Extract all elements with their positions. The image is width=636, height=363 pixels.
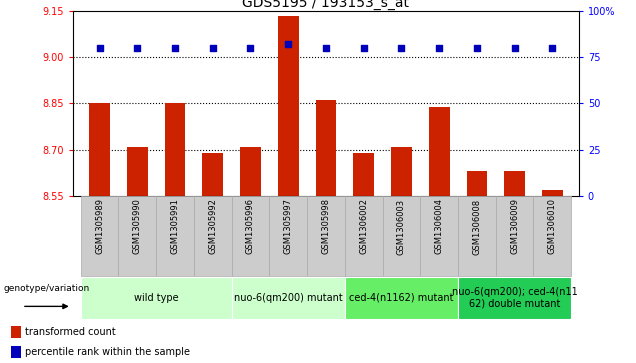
Bar	[232, 196, 270, 276]
Point	[170, 45, 180, 51]
Title: GDS5195 / 193153_s_at: GDS5195 / 193153_s_at	[242, 0, 410, 10]
Text: GSM1305991: GSM1305991	[170, 199, 179, 254]
Text: genotype/variation: genotype/variation	[4, 284, 90, 293]
Bar	[165, 103, 186, 196]
Point	[321, 45, 331, 51]
Bar	[466, 171, 487, 196]
Point	[208, 45, 218, 51]
Bar	[345, 277, 458, 319]
Bar	[391, 147, 411, 196]
Point	[472, 45, 482, 51]
Bar	[315, 101, 336, 196]
Bar	[458, 196, 495, 276]
Text: percentile rank within the sample: percentile rank within the sample	[25, 347, 190, 357]
Point	[359, 45, 369, 51]
Bar	[232, 277, 345, 319]
Point	[132, 45, 142, 51]
Point	[95, 45, 105, 51]
Bar	[202, 153, 223, 196]
Bar	[89, 103, 110, 196]
Bar	[429, 107, 450, 196]
Bar	[240, 147, 261, 196]
Text: transformed count: transformed count	[25, 327, 116, 337]
Bar	[458, 277, 571, 319]
Bar	[81, 196, 118, 276]
Text: wild type: wild type	[134, 293, 179, 303]
Text: GSM1305996: GSM1305996	[246, 199, 255, 254]
Point	[396, 45, 406, 51]
Text: ced-4(n1162) mutant: ced-4(n1162) mutant	[349, 293, 453, 303]
Point	[283, 41, 293, 47]
Bar	[307, 196, 345, 276]
Bar	[382, 196, 420, 276]
Bar	[11, 326, 21, 338]
Bar	[534, 196, 571, 276]
Bar	[127, 147, 148, 196]
Text: GSM1306003: GSM1306003	[397, 199, 406, 254]
Text: GSM1305989: GSM1305989	[95, 199, 104, 254]
Bar	[11, 346, 21, 358]
Text: GSM1306010: GSM1306010	[548, 199, 557, 254]
Bar	[495, 196, 534, 276]
Text: GSM1306008: GSM1306008	[473, 199, 481, 254]
Bar	[278, 16, 298, 196]
Point	[547, 45, 557, 51]
Text: GSM1305998: GSM1305998	[321, 199, 331, 254]
Text: GSM1306009: GSM1306009	[510, 199, 519, 254]
Bar	[156, 196, 194, 276]
Text: GSM1305990: GSM1305990	[133, 199, 142, 254]
Point	[509, 45, 520, 51]
Text: GSM1306002: GSM1306002	[359, 199, 368, 254]
Bar	[420, 196, 458, 276]
Point	[245, 45, 256, 51]
Bar	[270, 196, 307, 276]
Bar	[345, 196, 382, 276]
Bar	[542, 190, 563, 196]
Bar	[194, 196, 232, 276]
Bar	[81, 277, 232, 319]
Text: nuo-6(qm200) mutant: nuo-6(qm200) mutant	[234, 293, 343, 303]
Point	[434, 45, 444, 51]
Bar	[354, 153, 374, 196]
Text: GSM1306004: GSM1306004	[434, 199, 444, 254]
Bar	[504, 171, 525, 196]
Bar	[118, 196, 156, 276]
Text: nuo-6(qm200); ced-4(n11
62) double mutant: nuo-6(qm200); ced-4(n11 62) double mutan…	[452, 287, 577, 309]
Text: GSM1305992: GSM1305992	[208, 199, 218, 254]
Text: GSM1305997: GSM1305997	[284, 199, 293, 254]
